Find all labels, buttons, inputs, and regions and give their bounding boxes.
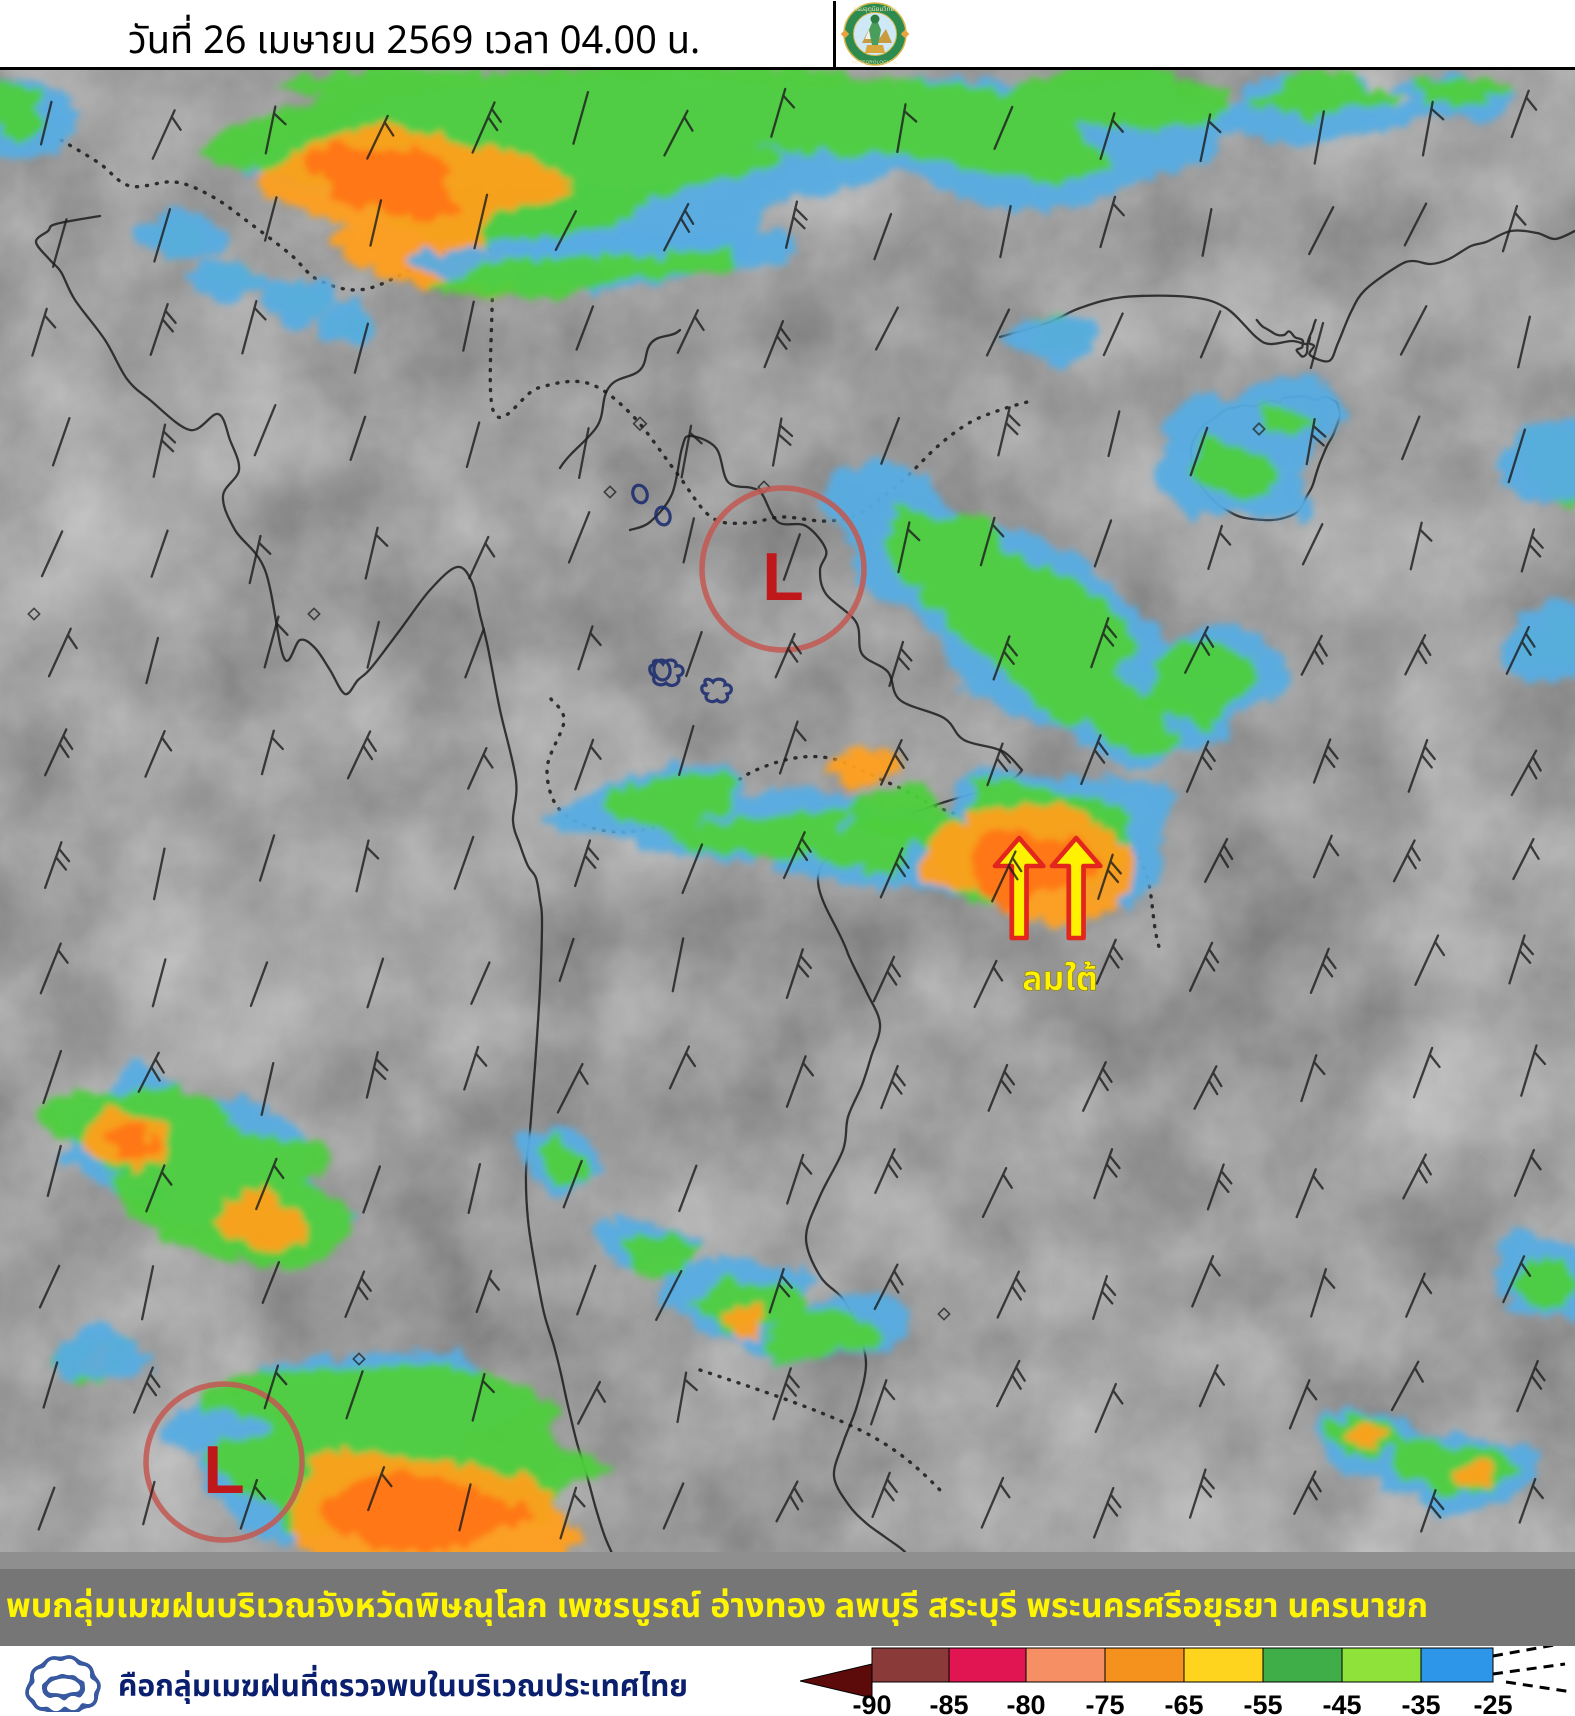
svg-text:-80: -80 <box>1006 1690 1045 1716</box>
svg-text:-65: -65 <box>1164 1690 1203 1716</box>
svg-text:-45: -45 <box>1322 1690 1361 1716</box>
svg-text:-55: -55 <box>1243 1690 1282 1716</box>
svg-text:-35: -35 <box>1401 1690 1440 1716</box>
svg-text:-75: -75 <box>1085 1690 1124 1716</box>
svg-text:METEOROLOGICAL: METEOROLOGICAL <box>852 60 898 65</box>
svg-text:-85: -85 <box>929 1690 968 1716</box>
svg-text:-25: -25 <box>1473 1690 1512 1716</box>
svg-text:-90: -90 <box>852 1690 891 1716</box>
svg-text:กรมอุตุนิยมวิทยา: กรมอุตุนิยมวิทยา <box>853 4 897 14</box>
